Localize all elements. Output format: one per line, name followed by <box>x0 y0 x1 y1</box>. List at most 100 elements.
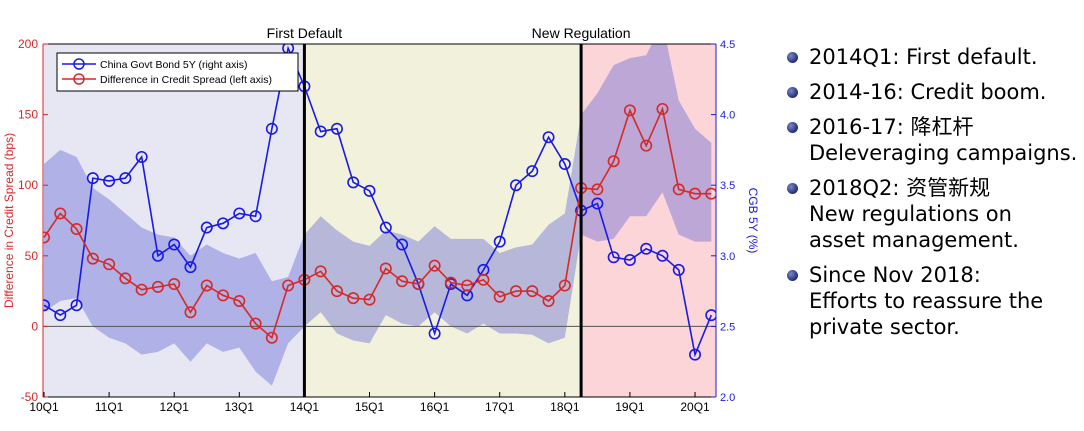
data-point <box>689 187 702 200</box>
data-point <box>705 187 716 200</box>
data-point <box>379 262 392 275</box>
data-point <box>43 299 50 312</box>
data-point <box>217 217 230 230</box>
bullet-text: Efforts to reassure the <box>809 289 1044 313</box>
bullet-dot-icon <box>787 87 798 98</box>
period-shading <box>304 44 582 397</box>
left-tick-label: 50 <box>25 249 39 263</box>
credit-spread-chart: First Default New Regulation -50 0 50 100 150 2… <box>2 25 760 414</box>
bullet-item: 2018Q2: 资管新规 New regulations on asset ma… <box>785 175 1080 253</box>
data-point <box>363 184 376 197</box>
data-point <box>184 306 197 319</box>
x-tick-label: 16Q1 <box>420 400 450 414</box>
left-axis-title: Difference in Credit Spread (bps) <box>2 133 16 308</box>
data-point <box>103 258 116 271</box>
data-point <box>640 139 653 152</box>
left-tick-label: 100 <box>18 178 38 192</box>
data-point <box>672 263 685 276</box>
data-point <box>428 259 441 272</box>
data-point <box>591 183 604 196</box>
data-point <box>623 254 636 267</box>
right-tick-label: 4.0 <box>720 110 735 122</box>
data-point <box>542 131 555 144</box>
data-point <box>86 172 99 185</box>
left-tick-label: 0 <box>31 319 38 333</box>
event-label: New Regulation <box>532 25 631 41</box>
data-point <box>119 272 132 285</box>
data-point <box>444 276 457 289</box>
data-point <box>103 174 116 187</box>
data-point <box>265 122 278 135</box>
data-point <box>558 279 571 292</box>
event-label: First Default <box>267 25 343 41</box>
data-point <box>623 104 636 117</box>
data-point <box>233 207 246 220</box>
data-point <box>314 265 327 278</box>
data-point <box>86 252 99 265</box>
data-point <box>396 275 409 288</box>
legend-box <box>56 52 299 92</box>
x-tick-label: 13Q1 <box>225 400 255 414</box>
bullet-text: private sector. <box>809 315 960 339</box>
data-point <box>379 221 392 234</box>
bullet-dot-icon <box>787 270 798 281</box>
data-point <box>330 285 343 298</box>
x-tick-label: 12Q1 <box>160 400 190 414</box>
data-point <box>330 122 343 135</box>
series-credit-spread <box>43 102 716 344</box>
bullet-item: 2014-16: Credit boom. <box>785 79 1080 105</box>
data-point <box>314 125 327 138</box>
data-point <box>70 299 83 312</box>
right-tick-label: 3.5 <box>720 180 735 192</box>
right-tick-label: 2.0 <box>720 392 735 404</box>
data-point <box>558 158 571 171</box>
bullet-dot-icon <box>787 52 798 63</box>
data-point <box>640 242 653 255</box>
data-point <box>168 278 181 291</box>
data-point <box>526 165 539 178</box>
period-shading <box>43 44 305 397</box>
bullet-text: Since Nov 2018: <box>809 263 981 287</box>
data-point <box>689 348 702 361</box>
data-point <box>428 327 441 340</box>
confidence-band <box>44 44 712 386</box>
left-tick-label: 150 <box>18 108 38 122</box>
data-point <box>591 197 604 210</box>
data-point <box>70 222 83 235</box>
data-point <box>119 172 132 185</box>
data-point <box>526 285 539 298</box>
bullet-text: asset management. <box>809 228 1019 252</box>
x-tick-label: 11Q1 <box>95 400 124 414</box>
x-tick-label: 10Q1 <box>29 400 59 414</box>
bullet-dot-icon <box>787 183 798 194</box>
bullet-list: 2014Q1: First default. 2014-16: Credit b… <box>785 44 1080 349</box>
bullet-item: 2014Q1: First default. <box>785 44 1080 70</box>
legend-entry: China Govt Bond 5Y (right axis) <box>100 59 247 71</box>
x-tick-label: 19Q1 <box>615 400 645 414</box>
bullet-item: Since Nov 2018: Efforts to reassure the … <box>785 262 1080 340</box>
data-point <box>396 238 409 251</box>
chart-svg: First Default New Regulation -50 0 50 100 150 2… <box>2 25 760 414</box>
data-point <box>412 278 425 291</box>
right-tick-label: 4.5 <box>720 39 735 51</box>
x-tick-label: 18Q1 <box>550 400 580 414</box>
series-govt-bond <box>43 44 716 361</box>
x-tick-label: 20Q1 <box>680 400 710 414</box>
right-axis-title: CGB 5Y (%) <box>746 188 760 254</box>
right-tick-label: 2.5 <box>720 321 735 333</box>
legend-swatch-marker <box>73 73 85 85</box>
legend: China Govt Bond 5Y (right axis) Differenc… <box>56 52 299 92</box>
data-point <box>493 290 506 303</box>
data-point <box>265 331 278 344</box>
left-tick-label: -50 <box>21 390 39 404</box>
data-point <box>672 183 685 196</box>
bullet-dot-icon <box>787 122 798 133</box>
data-point <box>54 207 67 220</box>
legend-swatch-marker <box>73 58 85 70</box>
data-point <box>542 294 555 307</box>
data-point <box>184 261 197 274</box>
plot-area <box>43 44 716 397</box>
data-point <box>509 179 522 192</box>
x-tick-label: 14Q1 <box>290 400 320 414</box>
bullet-text: 2016-17: 降杠杆 <box>809 115 974 139</box>
